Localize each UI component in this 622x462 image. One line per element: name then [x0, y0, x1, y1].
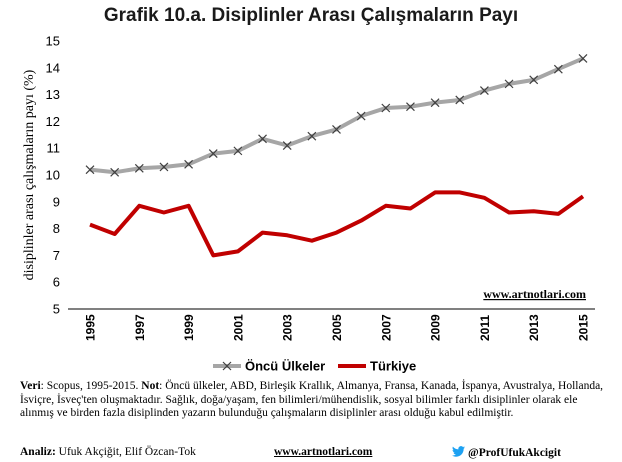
data-point [307, 131, 317, 141]
site-link[interactable]: www.artnotlari.com [274, 446, 373, 458]
series-line [89, 56, 584, 175]
series-2 [89, 190, 585, 258]
y-tick-label: 9 [53, 194, 60, 209]
data-point [233, 146, 243, 156]
credits-row: Analiz: Ufuk Akçiğit, Elif Özcan-Tok www… [20, 446, 610, 460]
x-tick-label: 2013 [527, 314, 541, 341]
analysis-text: Ufuk Akçiğit, Elif Özcan-Tok [55, 446, 196, 458]
legend-marker [222, 361, 232, 371]
y-tick-label: 8 [53, 221, 60, 236]
data-point [504, 79, 514, 89]
data-point [134, 163, 144, 173]
legend: Öncü Ülkeler Türkiye [213, 359, 416, 374]
analysis-credit: Analiz: Ufuk Akçiğit, Elif Özcan-Tok [20, 446, 196, 460]
twitter-handle: @ProfUfukAkcigit [468, 447, 561, 459]
note-label: Not [141, 380, 160, 392]
data-point [356, 111, 366, 121]
twitter-handle-link[interactable]: @ProfUfukAkcigit [452, 446, 561, 461]
x-tick-label: 1997 [133, 314, 147, 341]
y-tick-label: 5 [53, 302, 60, 317]
y-tick-label: 7 [53, 248, 60, 263]
y-tick-label: 15 [46, 34, 60, 49]
series-1 [85, 53, 588, 177]
data-point [159, 162, 169, 172]
y-tick-label: 14 [46, 60, 60, 75]
source-note: Veri: Scopus, 1995-2015. Not: Öncü ülkel… [20, 380, 610, 421]
x-axis-ticks: 1995 1997 1999 2001 2003 2005 2007 2009 2011 2013… [84, 314, 591, 341]
y-axis-ticks: 5 6 7 8 9 10 11 12 13 14 15 [46, 34, 60, 317]
analysis-label: Analiz: [20, 446, 56, 458]
x-tick-label: 2005 [330, 314, 344, 341]
x-tick-label: 2003 [281, 314, 295, 341]
chart-title: Grafik 10.a. Disiplinler Arası Çalışmala… [104, 5, 518, 26]
data-point [282, 141, 292, 150]
y-tick-label: 11 [47, 141, 61, 156]
chart: Grafik 10.a. Disiplinler Arası Çalışmala… [22, 5, 595, 374]
legend-label: Türkiye [370, 359, 416, 374]
data-point [553, 64, 563, 74]
data-point [455, 95, 465, 105]
data-point [110, 167, 120, 177]
data-point [85, 165, 95, 175]
x-tick-label: 1999 [182, 314, 196, 341]
watermark: www.artnotlari.com [483, 287, 586, 301]
note-text: : Öncü ülkeler, ABD, Birleşik Krallık, A… [20, 380, 604, 419]
y-tick-label: 10 [46, 168, 60, 183]
source-label: Veri [20, 380, 41, 392]
data-point [578, 53, 588, 63]
x-tick-label: 2007 [379, 314, 393, 341]
twitter-bird-icon [452, 446, 465, 457]
legend-label: Öncü Ülkeler [245, 359, 325, 374]
x-tick-label: 1995 [84, 314, 98, 341]
x-tick-label: 2009 [429, 314, 443, 341]
data-point [430, 98, 440, 108]
data-point [208, 149, 218, 158]
y-tick-label: 6 [53, 275, 60, 290]
series-line [89, 190, 585, 258]
data-point [332, 125, 341, 134]
x-tick-label: 2001 [231, 314, 245, 341]
series-layer [85, 53, 588, 258]
data-point [479, 86, 489, 96]
data-point [184, 159, 194, 169]
y-tick-label: 13 [46, 87, 60, 102]
data-point [529, 75, 539, 85]
x-tick-label: 2011 [478, 315, 492, 341]
y-axis-label: disiplinler arası çalışmaların payı (%) [22, 69, 37, 280]
data-point [258, 134, 267, 144]
source-text: : Scopus, 1995-2015. [40, 380, 142, 392]
y-tick-label: 12 [46, 114, 60, 129]
data-point [381, 103, 391, 113]
data-point [406, 102, 415, 112]
x-tick-label: 2015 [577, 314, 591, 341]
